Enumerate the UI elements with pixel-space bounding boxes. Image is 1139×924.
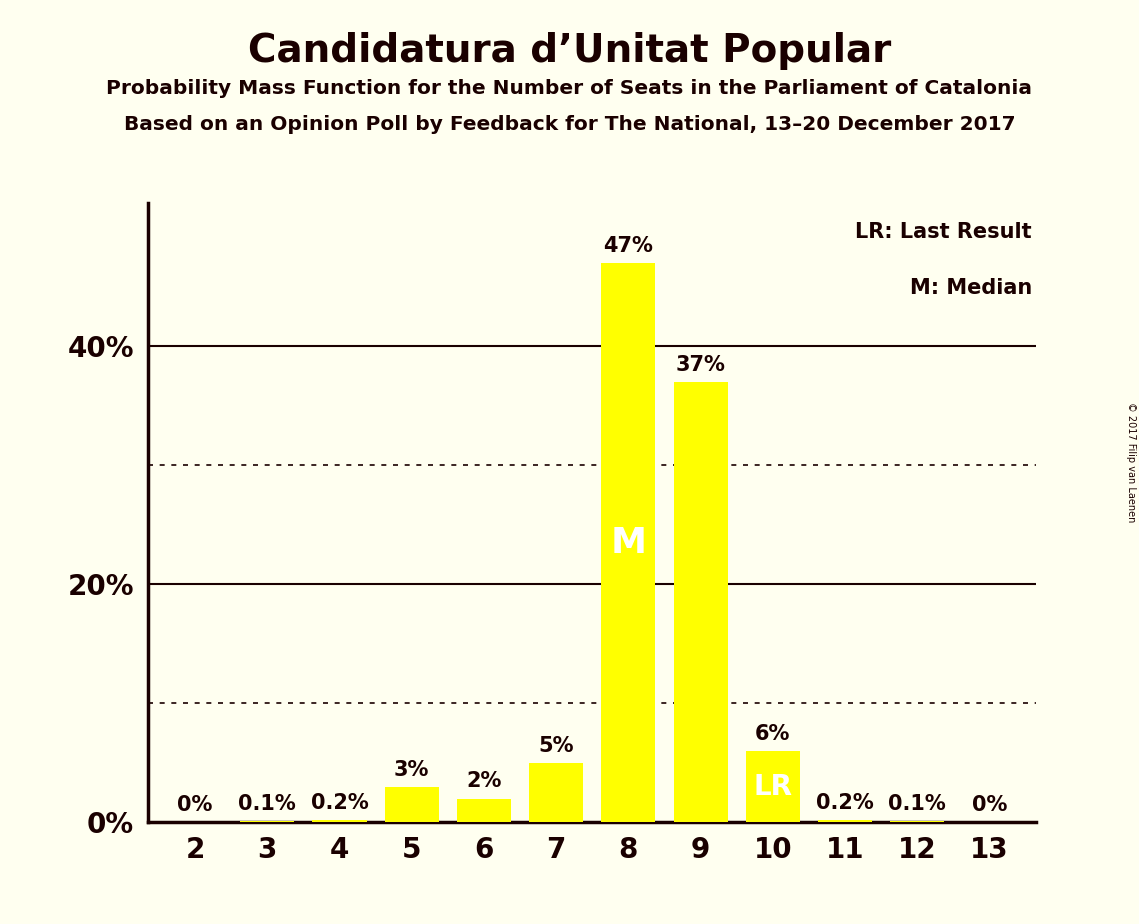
Text: 3%: 3% — [394, 760, 429, 780]
Text: 0.1%: 0.1% — [238, 794, 296, 814]
Text: 0%: 0% — [178, 796, 213, 815]
Bar — [673, 382, 728, 822]
Bar — [312, 820, 367, 822]
Text: © 2017 Filip van Laenen: © 2017 Filip van Laenen — [1126, 402, 1136, 522]
Text: 6%: 6% — [755, 723, 790, 744]
Text: 0.1%: 0.1% — [888, 794, 947, 814]
Text: LR: Last Result: LR: Last Result — [855, 222, 1032, 242]
Text: M: Median: M: Median — [910, 277, 1032, 298]
Bar — [385, 786, 439, 822]
Text: 2%: 2% — [466, 772, 501, 791]
Text: 47%: 47% — [604, 236, 654, 256]
Text: Based on an Opinion Poll by Feedback for The National, 13–20 December 2017: Based on an Opinion Poll by Feedback for… — [124, 116, 1015, 135]
Bar — [530, 763, 583, 822]
Text: 5%: 5% — [539, 736, 574, 756]
Text: 37%: 37% — [675, 355, 726, 375]
Text: M: M — [611, 526, 647, 560]
Text: 0.2%: 0.2% — [817, 793, 874, 813]
Text: 0%: 0% — [972, 796, 1007, 815]
Bar — [601, 262, 655, 822]
Bar — [818, 820, 872, 822]
Text: LR: LR — [753, 772, 793, 800]
Bar — [891, 821, 944, 822]
Bar — [457, 798, 511, 822]
Text: 0.2%: 0.2% — [311, 793, 368, 813]
Text: Candidatura d’Unitat Popular: Candidatura d’Unitat Popular — [248, 32, 891, 70]
Text: Probability Mass Function for the Number of Seats in the Parliament of Catalonia: Probability Mass Function for the Number… — [107, 79, 1032, 98]
Bar — [240, 821, 294, 822]
Bar — [746, 751, 800, 822]
